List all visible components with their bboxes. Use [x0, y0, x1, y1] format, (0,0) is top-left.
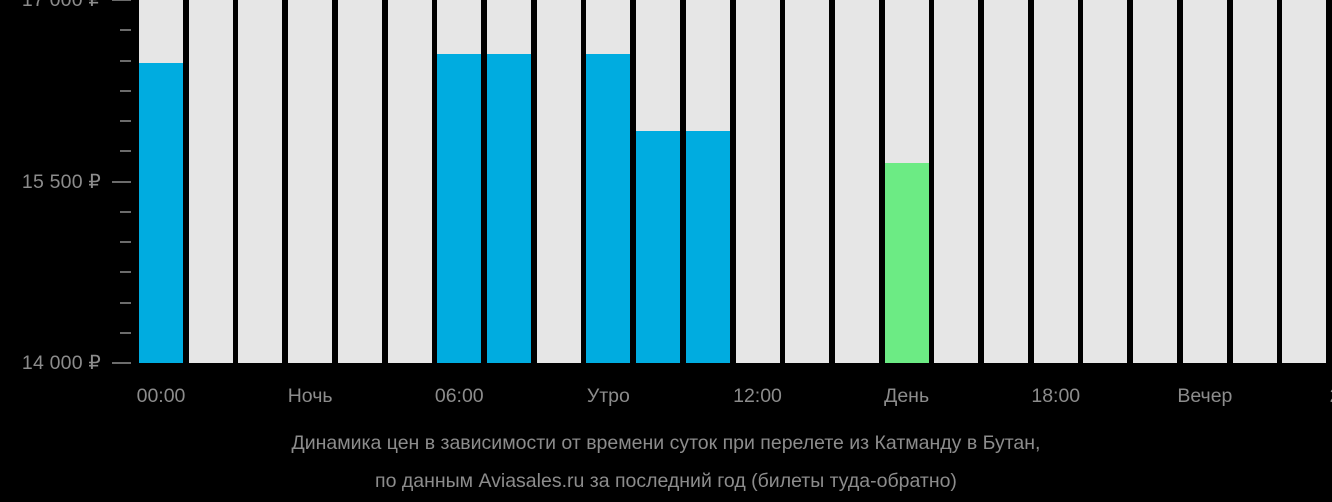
bar[interactable]	[636, 130, 681, 363]
y-axis-tick-major	[112, 362, 131, 364]
bar-column[interactable]	[188, 0, 233, 363]
y-axis-tick-minor	[120, 59, 131, 62]
y-axis-tick-minor	[120, 89, 131, 92]
y-axis-label: 15 500 ₽	[21, 170, 101, 193]
bar-column[interactable]	[984, 0, 1029, 363]
bar-column[interactable]	[636, 0, 681, 363]
y-axis-tick-minor	[120, 301, 131, 304]
bar-column[interactable]	[139, 0, 183, 363]
y-axis: 17 000 ₽ 15 500 ₽ 14 000 ₽	[0, 0, 139, 374]
plot-area	[139, 0, 1332, 363]
bar-column[interactable]	[486, 0, 531, 363]
bar[interactable]	[586, 53, 631, 363]
x-axis-label: 18:00	[1031, 385, 1081, 407]
bar-column[interactable]	[1182, 0, 1227, 363]
y-axis-tick-minor	[120, 150, 131, 153]
bar-column[interactable]	[834, 0, 879, 363]
bar[interactable]	[486, 53, 531, 363]
y-axis-label: 17 000 ₽	[21, 0, 101, 11]
x-axis-label: День	[884, 385, 930, 407]
bar-column[interactable]	[238, 0, 283, 363]
bar-column[interactable]	[387, 0, 432, 363]
y-axis-tick-minor	[120, 331, 131, 334]
x-axis-label: 12:00	[733, 385, 782, 407]
x-axis-label: Утро	[586, 385, 630, 407]
bar-column[interactable]	[1133, 0, 1178, 363]
y-axis-label: 14 000 ₽	[21, 352, 101, 374]
caption-line-1: Динамика цен в зависимости от времени су…	[291, 432, 1041, 454]
x-axis-label: 00:00	[136, 385, 186, 407]
bar-column[interactable]	[1033, 0, 1078, 363]
bar-column[interactable]	[934, 0, 979, 363]
bar[interactable]	[437, 53, 482, 363]
x-axis: 00:00 Ночь 06:00 Утро 12:00 День 18:00 Вечер 24:…	[0, 363, 1332, 423]
chart-caption: Динамика цен в зависимости от времени су…	[0, 424, 1332, 500]
bar-column[interactable]	[337, 0, 382, 363]
x-axis-label: 24:00	[1330, 385, 1332, 408]
y-axis-tick-minor	[120, 120, 131, 122]
bar-column[interactable]	[1083, 0, 1128, 363]
x-axis-label: 06:00	[434, 385, 484, 407]
y-axis-tick-major	[112, 180, 131, 183]
y-axis-tick-major	[112, 0, 131, 1]
bar-column[interactable]	[685, 0, 730, 363]
bar-column[interactable]	[1282, 0, 1327, 363]
bar[interactable]	[139, 62, 183, 363]
y-axis-tick-minor	[120, 241, 131, 243]
bar-column[interactable]	[437, 0, 482, 363]
bar-column[interactable]	[785, 0, 830, 363]
caption-line-2: по данным Aviasales.ru за последний год …	[375, 470, 957, 492]
y-axis-tick-minor	[120, 29, 131, 32]
bar-column[interactable]	[735, 0, 780, 363]
bar-column[interactable]	[884, 0, 929, 363]
bar-column[interactable]	[288, 0, 333, 363]
x-axis-label: Ночь	[287, 385, 333, 407]
x-axis-label: Вечер	[1177, 385, 1233, 407]
bar-column[interactable]	[586, 0, 631, 363]
bar[interactable]	[685, 130, 730, 363]
y-axis-tick-minor	[120, 271, 131, 274]
bar-column[interactable]	[1232, 0, 1277, 363]
y-axis-tick-minor	[120, 210, 131, 213]
bar[interactable]	[884, 163, 929, 363]
bar-column[interactable]	[536, 0, 581, 363]
